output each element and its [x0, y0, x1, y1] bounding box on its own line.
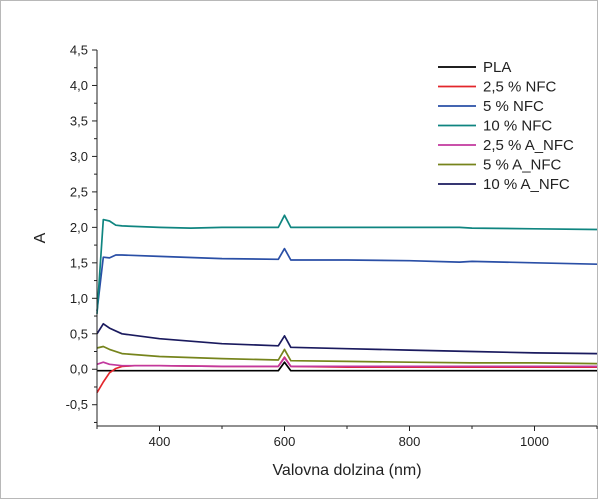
y-tick-label: 2,0 [70, 220, 88, 235]
y-tick-label: 0,0 [70, 362, 88, 377]
legend: PLA 2,5 % NFC 5 % NFC 10 % NFC 2,5 % A_NFC 5 … [438, 59, 574, 193]
y-tick-label: -0,5 [66, 397, 88, 412]
legend-label-4: 2,5 % A_NFC [483, 137, 574, 154]
y-tick-label: 1,0 [70, 291, 88, 306]
legend-label-5: 5 % A_NFC [483, 157, 562, 174]
legend-label-1: 2,5 % NFC [483, 79, 557, 96]
x-tick-label: 400 [149, 434, 171, 449]
legend-label-3: 10 % NFC [483, 118, 552, 135]
y-tick-label: 3,0 [70, 149, 88, 164]
y-tick-label: 1,5 [70, 255, 88, 270]
y-tick-label: 3,5 [70, 113, 88, 128]
x-tick-label: 1000 [520, 434, 549, 449]
legend-label-6: 10 % A_NFC [483, 176, 570, 193]
y-tick-label: 2,5 [70, 184, 88, 199]
series-line-3 [96, 214, 598, 314]
plot-series-group [96, 214, 598, 394]
y-tick-label: 4,5 [70, 43, 88, 58]
x-tick-label: 800 [399, 434, 421, 449]
series-line-4 [96, 357, 597, 368]
series-line-5 [96, 345, 598, 365]
x-axis-title: Valovna dolzina (nm) [272, 462, 421, 479]
series-line-6 [96, 322, 598, 355]
tick-labels-group: -0,5 0,0 0,5 1,0 1,5 2,0 2,5 3,0 3,5 4,0 4,5 400 600… [66, 43, 549, 450]
y-axis-title: A [32, 232, 49, 243]
y-tick-label: 0,5 [70, 326, 88, 341]
series-line-2 [96, 247, 598, 312]
legend-label-2: 5 % NFC [483, 98, 544, 115]
x-tick-label: 600 [274, 434, 296, 449]
y-tick-label: 4,0 [70, 78, 88, 93]
legend-label-0: PLA [483, 59, 511, 76]
axes-group [92, 49, 598, 431]
